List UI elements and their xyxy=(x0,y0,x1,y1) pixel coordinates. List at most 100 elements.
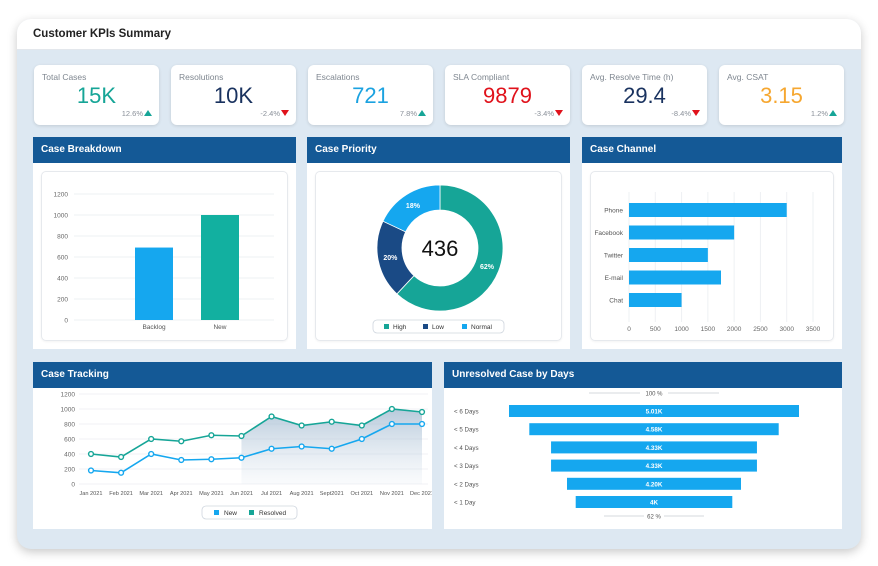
y-tick-label: 200 xyxy=(64,467,75,474)
funnel-bar xyxy=(567,477,741,490)
case-channel-chart: 0 500 1000 1500 2000 2500 3000 3500 Phone Faceboo… xyxy=(594,192,821,333)
y-tick-label: Chat xyxy=(609,298,623,305)
kpi-value: 29.4 xyxy=(623,83,666,108)
bar-backlog xyxy=(135,247,173,320)
legend-swatch xyxy=(214,510,219,515)
kpi-change: 12.6% xyxy=(121,109,143,118)
funnel-value: 4.20K xyxy=(646,481,663,488)
trend-up-icon xyxy=(829,110,837,116)
point-new xyxy=(298,443,305,450)
kpi-change: -8.4% xyxy=(671,109,691,118)
chart-card: 0 500 1000 1500 2000 2500 3000 3500 Phone Faceboo… xyxy=(590,171,834,341)
y-tick-label: 600 xyxy=(57,255,68,262)
point-resolved xyxy=(358,422,365,429)
kpi-label: Escalations xyxy=(316,72,360,82)
kpi-label: Avg. CSAT xyxy=(727,72,769,82)
slice-normal xyxy=(382,184,441,233)
panel-title: Case Breakdown xyxy=(33,137,296,163)
legend-label: New xyxy=(224,510,237,517)
slice-label: 62% xyxy=(480,264,495,271)
kpi-card-escalations[interactable]: Escalations 721 7.8% xyxy=(308,65,433,125)
x-tick-label: Jul 2021 xyxy=(261,491,282,497)
slice-high xyxy=(396,184,504,312)
y-tick-label: 800 xyxy=(57,234,68,241)
y-tick-label: 1000 xyxy=(54,213,69,220)
trend-up-icon xyxy=(144,110,152,116)
funnel-bottom-label: 62 % xyxy=(647,515,661,521)
bar-chat xyxy=(629,293,682,307)
chart-card: 62% 20% 18% 436 High Low Normal xyxy=(315,171,562,341)
panel-case-tracking: Case Tracking 0 200 400 600 800 1000 1200 Jan 2… xyxy=(33,362,432,529)
trend-down-icon xyxy=(555,110,563,116)
x-tick-label: Mar 2021 xyxy=(139,491,163,497)
funnel-stage-label: < 2 Days xyxy=(454,481,479,488)
point-new xyxy=(388,420,396,428)
x-tick-label: 3000 xyxy=(779,326,794,333)
page-title: Customer KPIs Summary xyxy=(33,28,172,40)
funnel-bar xyxy=(551,459,757,472)
kpi-card-total-cases[interactable]: Total Cases 15K 12.6% xyxy=(34,65,159,125)
kpi-card-avg-csat[interactable]: Avg. CSAT 3.15 1.2% xyxy=(719,65,844,125)
kpi-label: SLA Compliant xyxy=(453,72,510,82)
funnel-bar xyxy=(575,496,733,508)
kpi-label: Total Cases xyxy=(42,72,87,82)
point-resolved xyxy=(87,450,95,458)
trend-up-icon xyxy=(418,110,426,116)
x-tick-label: Jan 2021 xyxy=(79,491,102,497)
dashboard-frame: Customer KPIs Summary Total Cases 15K 12… xyxy=(17,19,861,549)
slice-label: 20% xyxy=(383,255,398,262)
y-tick-label: 800 xyxy=(64,422,75,429)
y-tick-label: 600 xyxy=(64,437,75,444)
slice-label: 18% xyxy=(406,203,421,210)
kpi-change: -2.4% xyxy=(260,109,280,118)
point-new xyxy=(268,445,275,452)
funnel-value: 5.01K xyxy=(646,409,663,416)
y-tick-label: 400 xyxy=(64,452,75,459)
panel-title: Case Priority xyxy=(307,137,570,163)
y-tick-label: 1000 xyxy=(61,407,76,414)
y-tick-label: Twitter xyxy=(604,253,624,260)
case-priority-chart: 62% 20% 18% 436 High Low Normal xyxy=(372,184,505,334)
legend-label: Low xyxy=(432,324,444,331)
legend-box xyxy=(372,319,505,334)
x-tick-label: Aug 2021 xyxy=(290,491,314,497)
x-tick-label: 2000 xyxy=(727,326,742,333)
series-line-new xyxy=(90,423,422,474)
point-resolved xyxy=(388,405,396,413)
bar-facebook xyxy=(629,225,735,240)
trend-down-icon xyxy=(281,110,289,116)
kpi-label: Resolutions xyxy=(179,72,224,82)
bar-new xyxy=(201,215,239,320)
y-tick-label: 200 xyxy=(57,297,68,304)
y-tick-label: 1200 xyxy=(61,392,76,399)
kpi-card-sla-compliant[interactable]: SLA Compliant 9879 -3.4% xyxy=(445,65,570,125)
kpi-card-resolutions[interactable]: Resolutions 10K -2.4% xyxy=(171,65,296,125)
chart-card: 0 200 400 600 800 1000 1200 Backlog New xyxy=(41,171,288,341)
point-resolved xyxy=(178,438,185,445)
x-tick-label: Oct 2021 xyxy=(350,491,373,497)
x-tick-label: Jun 2021 xyxy=(230,491,253,497)
kpi-value: 721 xyxy=(352,83,389,108)
y-tick-label: 0 xyxy=(71,482,75,489)
x-tick-label: May 2021 xyxy=(199,491,224,497)
kpi-value: 9879 xyxy=(483,83,532,108)
funnel-bar xyxy=(529,423,779,436)
point-resolved xyxy=(328,418,335,425)
x-tick-label: 3500 xyxy=(806,326,821,333)
point-new xyxy=(148,450,155,458)
point-new xyxy=(358,435,365,443)
legend-swatch xyxy=(462,324,467,329)
header-bar: Customer KPIs Summary xyxy=(17,19,861,50)
legend-swatch xyxy=(384,324,389,329)
point-new xyxy=(208,456,215,463)
funnel-top-label: 100 % xyxy=(645,392,663,398)
kpi-change: -3.4% xyxy=(534,109,554,118)
kpi-card-avg-resolve-time[interactable]: Avg. Resolve Time (h) 29.4 -8.4% xyxy=(582,65,707,125)
kpi-value: 3.15 xyxy=(760,83,803,108)
unresolved-funnel-chart: 100 % 5.01K < 6 Days 4.58K < 5 Days 4.33K < 4 … xyxy=(454,389,799,521)
funnel-stage-label: < 3 Days xyxy=(454,463,479,470)
x-tick-label: 0 xyxy=(627,326,631,333)
x-tick-label: New xyxy=(213,324,226,331)
point-resolved xyxy=(238,432,245,440)
panel-case-breakdown: Case Breakdown 0 200 400 600 800 1000 1200 Back… xyxy=(33,137,296,349)
